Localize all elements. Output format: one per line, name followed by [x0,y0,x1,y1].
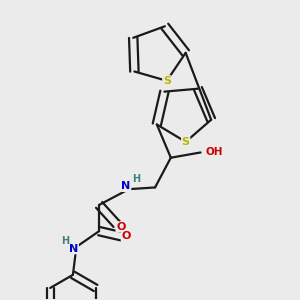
Text: OH: OH [206,148,223,158]
Text: S: S [163,76,171,86]
Text: N: N [69,244,78,254]
Text: H: H [61,236,69,246]
Text: S: S [182,137,190,147]
Text: N: N [122,182,131,191]
Text: O: O [116,222,125,232]
Text: O: O [122,231,131,242]
Text: H: H [133,174,141,184]
